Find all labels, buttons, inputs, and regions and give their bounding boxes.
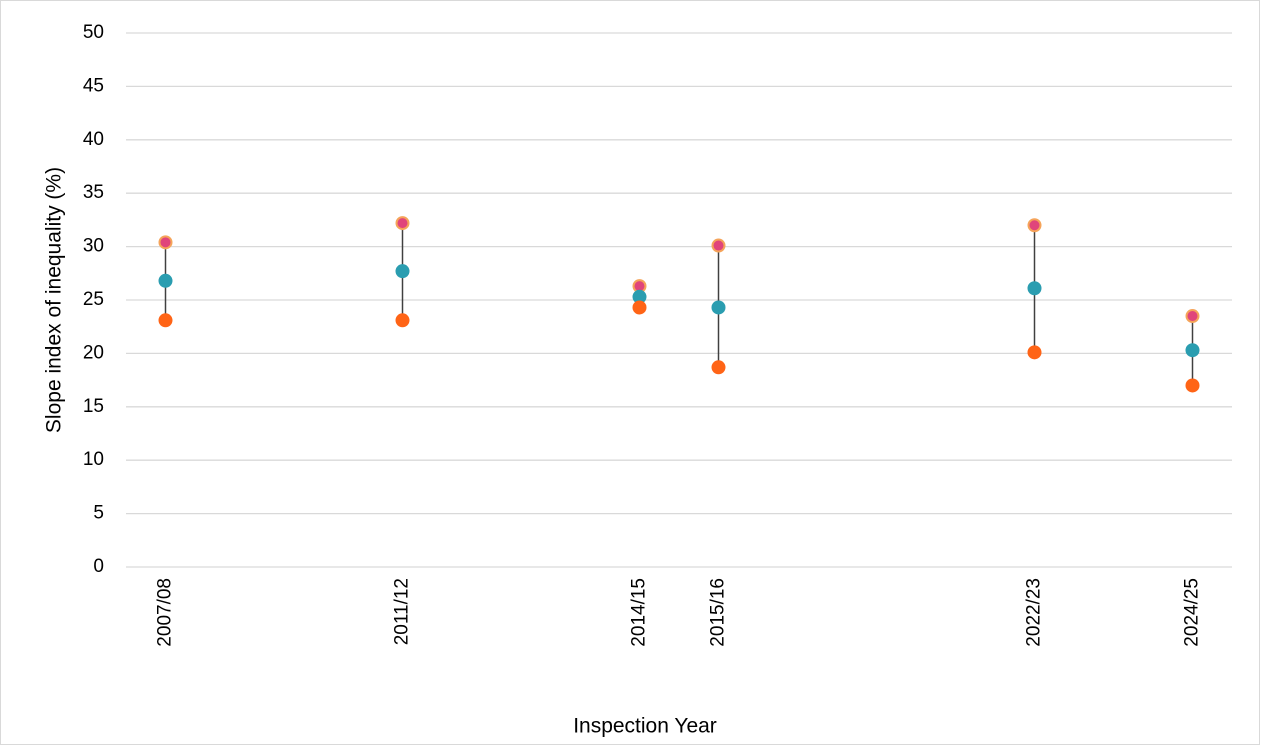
data-point [1027,281,1042,296]
data-point [711,300,726,315]
data-point [158,235,173,250]
y-tick-label: 15 [83,396,104,417]
data-point [158,313,173,328]
x-axis-title: Inspection Year [573,715,717,738]
data-point [395,313,410,328]
data-point [1185,378,1200,393]
y-tick-label: 0 [93,556,104,577]
data-point [1027,218,1042,233]
x-tick-label: 2024/25 [1182,578,1203,647]
y-tick-label: 10 [83,449,104,470]
data-point [395,216,410,231]
x-tick-label: 2011/12 [392,578,413,645]
y-tick-label: 20 [83,342,104,363]
y-axis-title: Slope index of inequality (%) [43,167,66,433]
x-tick-label: 2007/08 [155,578,176,647]
y-tick-label: 30 [83,236,104,257]
data-point [711,238,726,253]
y-tick-label: 35 [83,182,104,203]
data-point [711,360,726,375]
x-tick-label: 2015/16 [708,578,729,647]
data-point [158,273,173,288]
data-point [632,300,647,315]
y-tick-label: 45 [83,75,104,96]
x-tick-label: 2014/15 [629,578,650,647]
data-point [395,264,410,279]
y-tick-label: 5 [93,503,104,524]
y-tick-label: 40 [83,129,104,150]
y-tick-label: 25 [83,289,104,310]
data-point [1027,345,1042,360]
x-tick-label: 2022/23 [1024,578,1045,647]
y-tick-label: 50 [83,22,104,43]
data-point [1185,309,1200,324]
data-point [1185,343,1200,358]
data-point [632,289,647,304]
